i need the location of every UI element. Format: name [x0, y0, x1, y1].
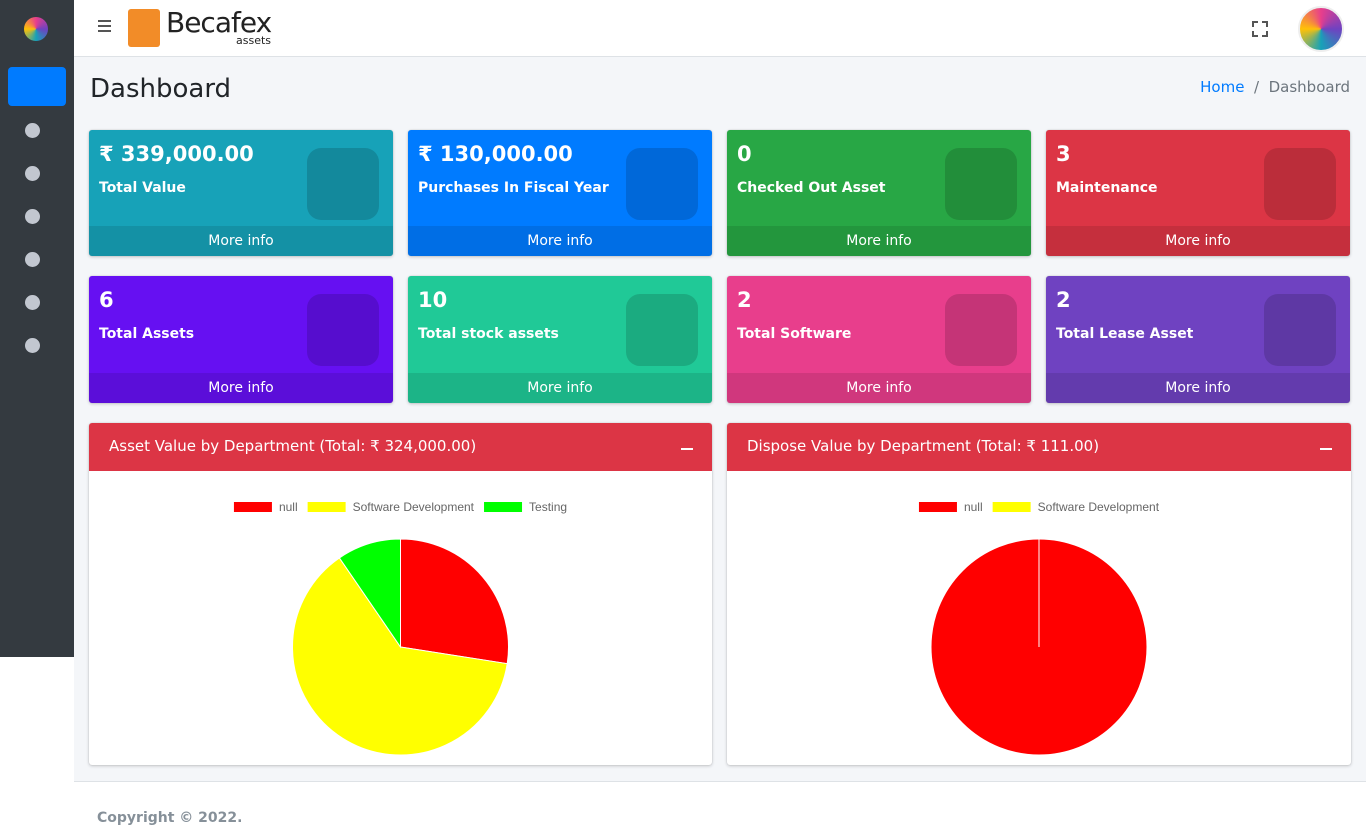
copyright: Copyright © 2022.	[97, 810, 243, 826]
topbar: Becafex assets	[74, 0, 1366, 57]
card-label: Total Software	[737, 326, 852, 342]
chart: null Software Development	[918, 500, 1160, 756]
more-info[interactable]: More info	[1046, 226, 1350, 256]
chart-card: Dispose Value by Department (Total: ₹ 11…	[727, 423, 1351, 765]
card-value: ₹ 130,000.00	[418, 142, 573, 166]
menu-toggle[interactable]	[98, 20, 111, 22]
info-card: 10 Total stock assets More info	[408, 276, 712, 403]
card-value: 2	[1056, 288, 1071, 312]
more-info[interactable]: More info	[1046, 373, 1350, 403]
more-info[interactable]: More info	[408, 226, 712, 256]
card-value: ₹ 339,000.00	[99, 142, 254, 166]
nav-icon[interactable]	[25, 338, 40, 353]
info-card: 0 Checked Out Asset More info	[727, 130, 1031, 256]
card-value: 0	[737, 142, 752, 166]
info-card: ₹ 339,000.00 Total Value More info	[89, 130, 393, 256]
more-info[interactable]: More info	[89, 373, 393, 403]
chart-header: Dispose Value by Department (Total: ₹ 11…	[727, 423, 1351, 471]
chart: null Software Development Testing	[233, 500, 567, 756]
pie-slice	[292, 557, 508, 756]
nav-icon[interactable]	[25, 123, 40, 138]
breadcrumb-item: Dashboard	[1268, 78, 1350, 96]
card-value: 2	[737, 288, 752, 312]
card-icon	[1264, 148, 1336, 220]
logo[interactable]	[24, 17, 48, 41]
card-label: Checked Out Asset	[737, 180, 886, 196]
collapse-button[interactable]	[681, 448, 693, 450]
card-label: Purchases In Fiscal Year	[418, 180, 609, 196]
breadcrumb: Home / Dashboard	[1200, 78, 1350, 96]
card-icon	[626, 148, 698, 220]
legend-swatch	[918, 502, 957, 512]
info-card: 6 Total Assets More info	[89, 276, 393, 403]
more-info[interactable]: More info	[727, 373, 1031, 403]
brand-sub: assets	[236, 34, 272, 47]
info-card: 2 Total Software More info	[727, 276, 1031, 403]
brand: Becafex	[166, 6, 272, 39]
card-value: 10	[418, 288, 448, 312]
collapse-button[interactable]	[1320, 448, 1332, 450]
more-info[interactable]: More info	[727, 226, 1031, 256]
avatar[interactable]	[1298, 6, 1344, 52]
card-value: 3	[1056, 142, 1071, 166]
card-value: 6	[99, 288, 114, 312]
pie-slice	[400, 538, 509, 665]
info-card: 2 Total Lease Asset More info	[1046, 276, 1350, 403]
nav-icon[interactable]	[25, 166, 40, 181]
info-card: ₹ 130,000.00 Purchases In Fiscal Year More…	[408, 130, 712, 256]
info-card: 3 Maintenance More info	[1046, 130, 1350, 256]
card-icon	[626, 294, 698, 366]
legend-swatch	[992, 502, 1031, 512]
page-title: Dashboard	[90, 74, 232, 104]
pie-slice	[338, 538, 401, 649]
card-icon	[945, 294, 1017, 366]
chart-title: Dispose Value by Department (Total: ₹ 11…	[747, 437, 1100, 455]
more-info[interactable]: More info	[89, 226, 393, 256]
card-icon	[1264, 294, 1336, 366]
legend-label: null	[964, 500, 983, 514]
more-info[interactable]: More info	[408, 373, 712, 403]
card-icon	[945, 148, 1017, 220]
legend-label: null	[279, 500, 298, 514]
card-label: Total Assets	[99, 326, 195, 342]
card-label: Maintenance	[1056, 180, 1158, 196]
breadcrumb-sep: /	[1249, 78, 1264, 96]
brand-mark	[128, 9, 160, 47]
chart-header: Asset Value by Department (Total: ₹ 324,…	[89, 423, 712, 471]
breadcrumb-link[interactable]: Home	[1200, 78, 1245, 96]
sidebar	[0, 0, 74, 657]
chart-card: Asset Value by Department (Total: ₹ 324,…	[89, 423, 712, 765]
nav-icon[interactable]	[25, 252, 40, 267]
legend-swatch	[484, 502, 523, 512]
nav-icon[interactable]	[25, 209, 40, 224]
card-label: Total stock assets	[418, 326, 559, 342]
nav-icon[interactable]	[25, 295, 40, 310]
card-label: Total Value	[99, 180, 186, 196]
legend-label: Testing	[529, 500, 567, 514]
card-label: Total Lease Asset	[1056, 326, 1194, 342]
fullscreen[interactable]	[1252, 21, 1268, 37]
card-icon	[307, 148, 379, 220]
chart-title: Asset Value by Department (Total: ₹ 324,…	[109, 437, 477, 455]
nav-dashboard[interactable]	[8, 67, 66, 106]
legend-label: Software Development	[1038, 500, 1160, 514]
legend-swatch	[233, 502, 272, 512]
card-icon	[307, 294, 379, 366]
legend-swatch	[307, 502, 346, 512]
footer: Copyright © 2022.	[74, 781, 1366, 838]
legend-label: Software Development	[353, 500, 475, 514]
